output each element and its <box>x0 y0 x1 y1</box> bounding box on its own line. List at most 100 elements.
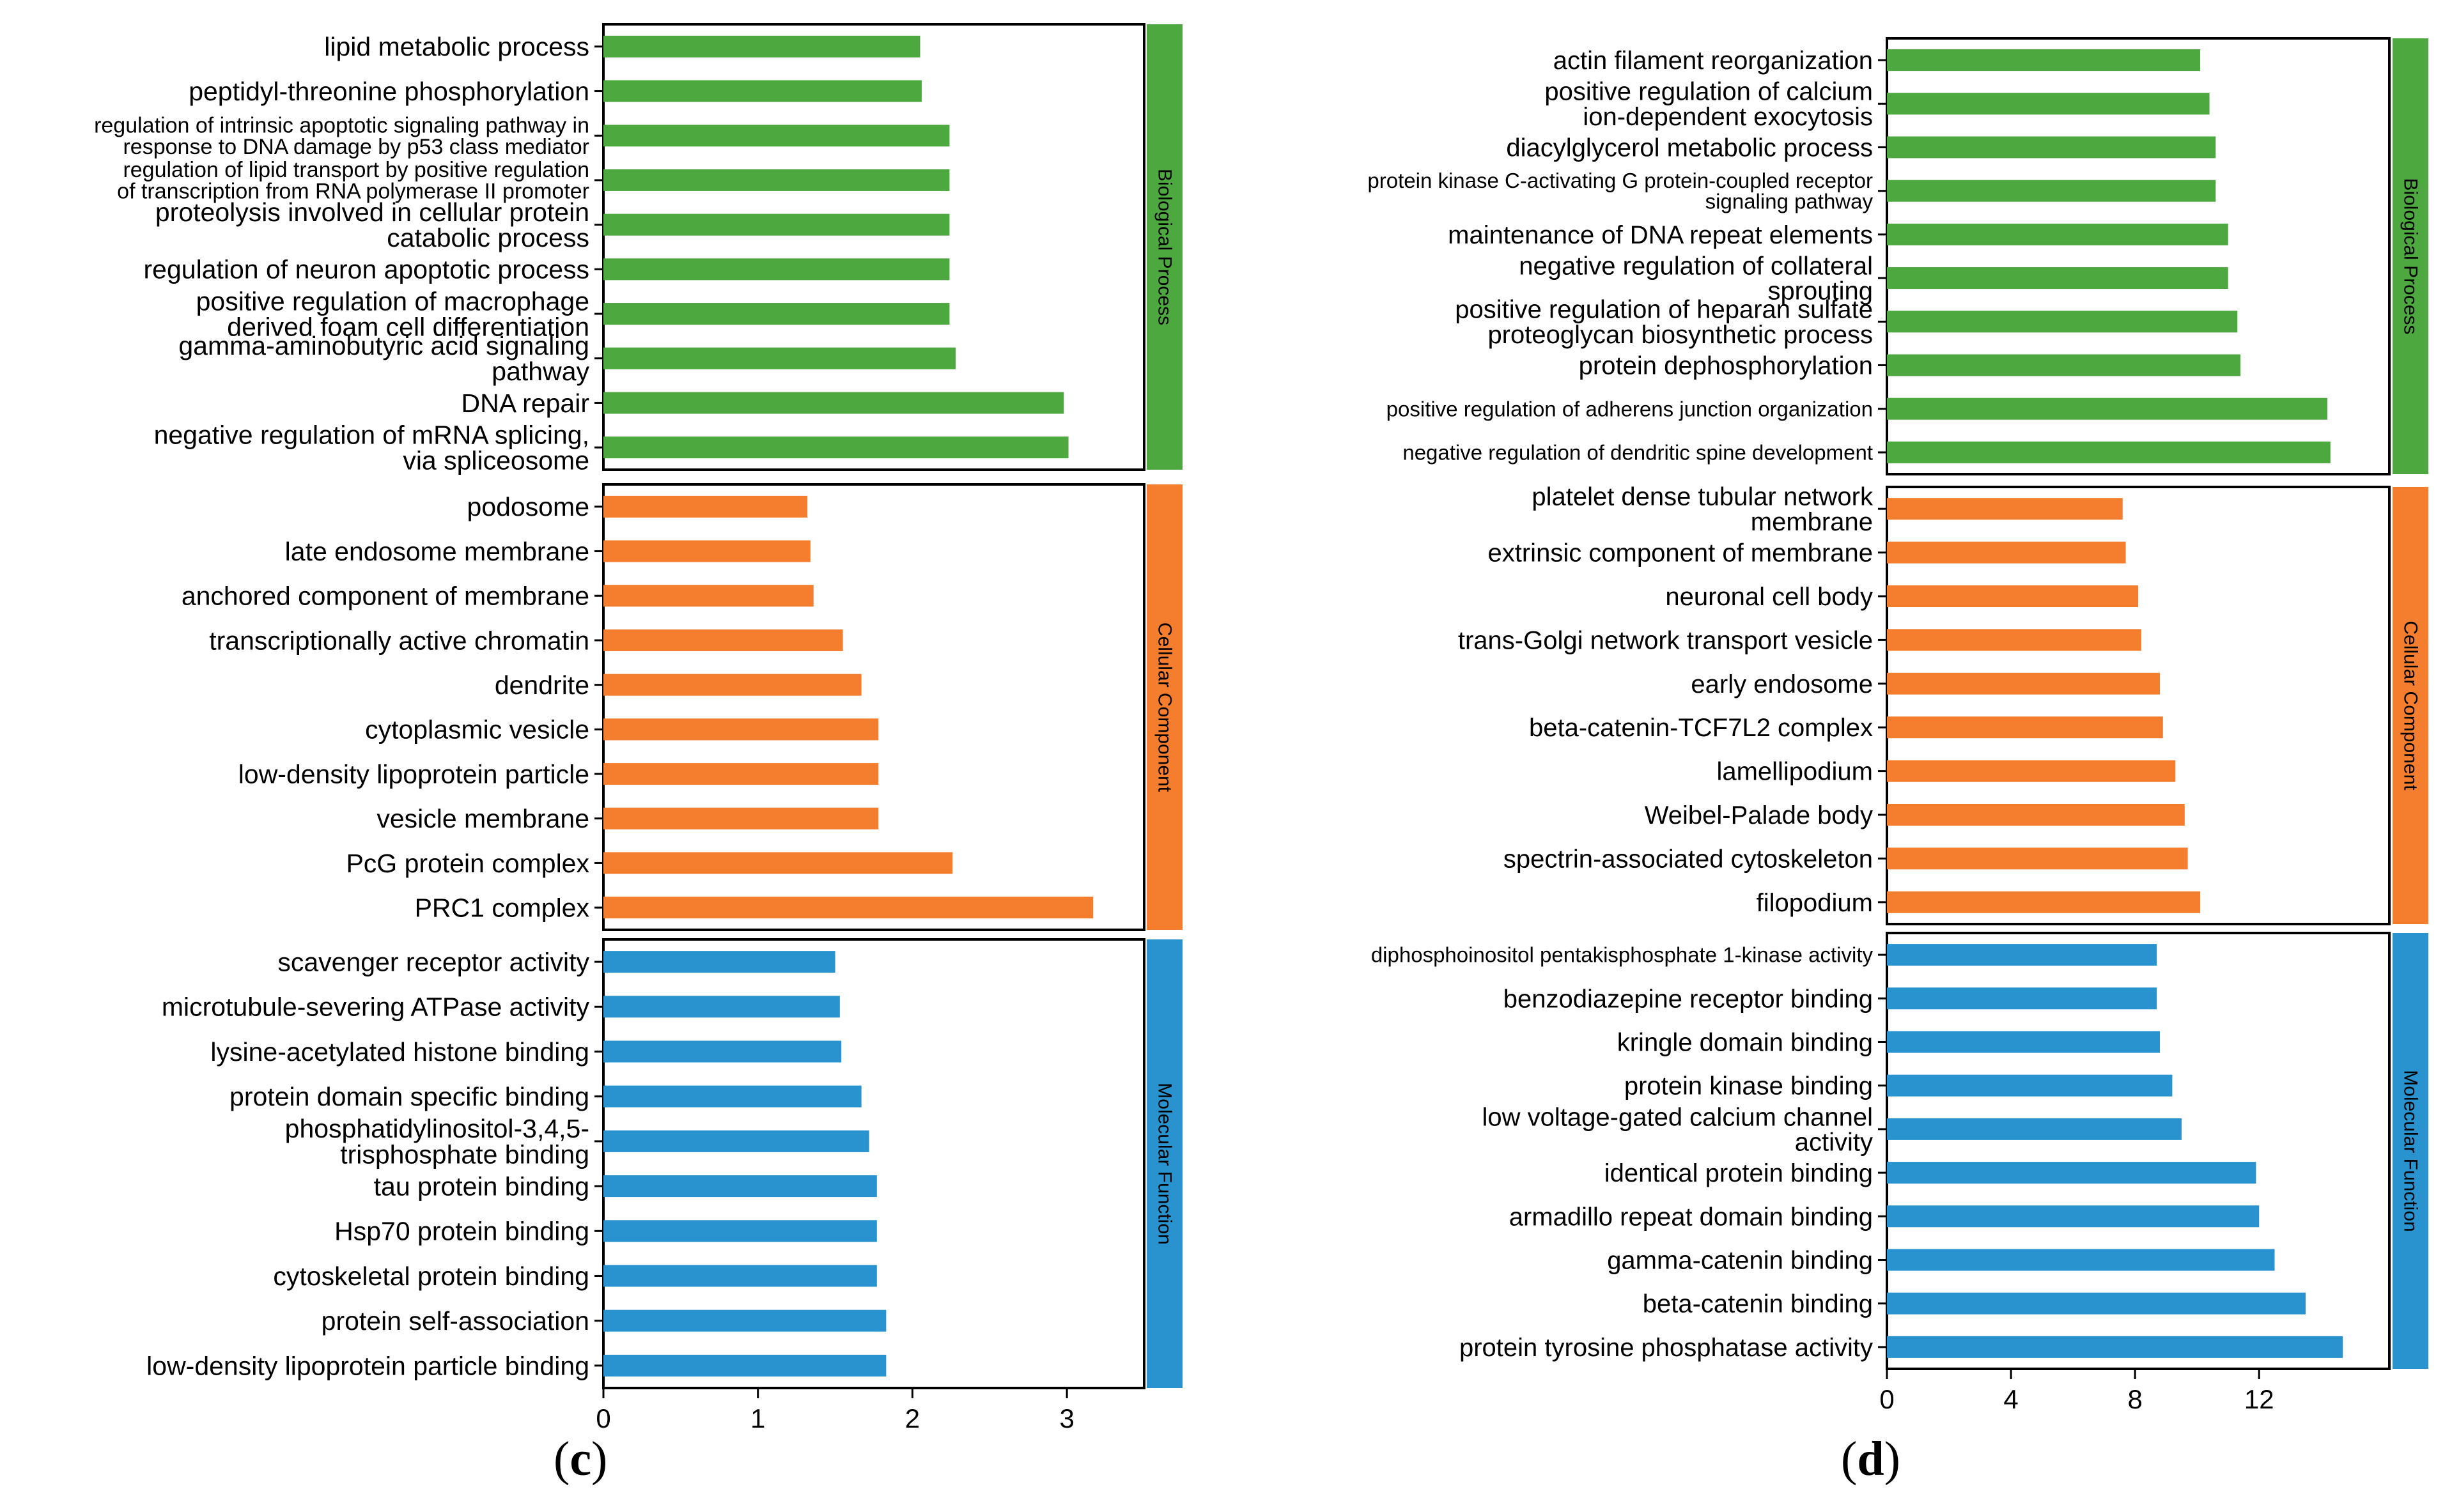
y-tick-label: platelet dense tubular network membrane <box>1532 483 1874 536</box>
y-tick-label: lamellipodium <box>1716 758 1873 786</box>
y-tick-label-line: Hsp70 protein binding <box>334 1217 589 1246</box>
y-tick-label: positive regulation of heparan sulfate pr… <box>1455 296 1873 349</box>
bar <box>1887 891 2201 913</box>
y-tick-label: vesicle membrane <box>376 804 589 833</box>
bar <box>1887 1118 2182 1140</box>
y-tick-label-line: via spliceosome <box>403 446 589 475</box>
facet-strip-label: Biological Process <box>2400 178 2421 334</box>
y-tick-label-line: of transcription from RNA polymerase II … <box>117 180 589 204</box>
y-tick-label-line: PcG protein complex <box>346 849 589 878</box>
y-tick-label: benzodiazepine receptor binding <box>1503 985 1873 1013</box>
y-tick-label-line: pathway <box>492 357 589 386</box>
bar <box>603 35 920 58</box>
bar <box>1887 760 2176 782</box>
y-tick-label: cytoplasmic vesicle <box>365 715 589 744</box>
bar <box>603 1175 877 1198</box>
y-tick-label: armadillo repeat domain binding <box>1509 1203 1873 1231</box>
y-tick-label-line: protein domain specific binding <box>229 1082 589 1111</box>
y-tick-label-line: signaling pathway <box>1705 189 1874 213</box>
y-tick-label-line: response to DNA damage by p53 class medi… <box>123 135 589 159</box>
y-tick-label-line: lipid metabolic process <box>324 32 589 61</box>
y-tick-label: actin filament reorganization <box>1553 47 1873 75</box>
x-tick-label: 8 <box>2127 1384 2142 1414</box>
y-tick-label: microtubule-severing ATPase activity <box>162 992 590 1022</box>
facet-biological-process: lipid metabolic process peptidyl-threonin… <box>94 23 1183 475</box>
facet-panel-border <box>1886 37 2391 475</box>
bar <box>603 897 1094 919</box>
facet-strip <box>2393 933 2428 1369</box>
y-tick-label: identical protein binding <box>1604 1159 1873 1187</box>
y-tick-label-line: PRC1 complex <box>415 893 590 923</box>
bar <box>603 1220 877 1242</box>
facet-strip <box>1147 24 1183 470</box>
bar <box>1887 541 2126 564</box>
bar <box>603 585 814 607</box>
y-tick-label-line: dendrite <box>495 670 589 700</box>
y-tick-label-line: late endosome membrane <box>285 537 589 566</box>
x-tick-label: 2 <box>905 1403 920 1433</box>
bar <box>1887 180 2216 202</box>
x-tick-label: 12 <box>2244 1384 2274 1414</box>
y-tick-label: gamma-aminobutyric acid signaling pathway <box>178 331 589 386</box>
y-tick-label-line: lysine-acetylated histone binding <box>210 1037 589 1067</box>
x-axis: 0 4 8 12 <box>1879 1368 2389 1414</box>
bar <box>1887 498 2123 520</box>
y-tick-label-line: regulation of neuron apoptotic process <box>144 255 589 284</box>
bar <box>1887 1205 2260 1228</box>
y-tick-label-line: lamellipodium <box>1716 758 1873 786</box>
y-tick-label: diacylglycerol metabolic process <box>1506 134 1873 162</box>
bar <box>1887 136 2216 158</box>
y-tick-label-line: low voltage-gated calcium channel <box>1482 1103 1873 1131</box>
bar <box>603 436 1069 459</box>
bar <box>603 852 953 874</box>
bar <box>603 674 862 696</box>
y-tick-label: DNA repair <box>461 389 589 418</box>
y-tick-label: proteolysis involved in cellular protein… <box>155 197 589 252</box>
y-tick-label: late endosome membrane <box>285 537 589 566</box>
bar <box>1887 441 2331 463</box>
y-tick-label-line: Weibel-Palade body <box>1645 801 1873 829</box>
y-tick-label-line: beta-catenin binding <box>1643 1290 1873 1318</box>
facet-strip-label: Molecular Function <box>1154 1083 1176 1244</box>
y-tick-label: spectrin-associated cytoskeleton <box>1503 845 1873 873</box>
y-tick-label: trans-Golgi network transport vesicle <box>1458 626 1873 654</box>
y-tick-label-line: beta-catenin-TCF7L2 complex <box>1529 714 1873 742</box>
x-tick-label: 0 <box>1879 1384 1894 1414</box>
panel-c-caption: (c) <box>554 1432 608 1486</box>
y-tick-label: lipid metabolic process <box>324 32 589 61</box>
y-tick-label: tau protein binding <box>374 1171 589 1201</box>
bar <box>603 951 835 973</box>
y-tick-label-line: regulation of intrinsic apoptotic signal… <box>94 113 589 137</box>
bar <box>603 718 879 741</box>
y-tick-label: podosome <box>467 492 589 521</box>
y-tick-label-line: anchored component of membrane <box>182 582 589 611</box>
facet-biological-process: actin filament reorganization positive re… <box>1367 37 2428 475</box>
y-tick-label: positive regulation of macrophage derived… <box>196 286 589 341</box>
bar <box>1887 1074 2173 1097</box>
y-tick-label-line: proteolysis involved in cellular protein <box>155 197 589 227</box>
y-tick-label-line: neuronal cell body <box>1665 583 1873 611</box>
y-tick-label: scavenger receptor activity <box>277 947 589 976</box>
y-tick-label-line: positive regulation of heparan sulfate <box>1455 296 1873 324</box>
bar <box>603 495 808 518</box>
y-tick-label: protein domain specific binding <box>229 1082 589 1111</box>
bar <box>1887 1292 2306 1315</box>
y-tick-label: low-density lipoprotein particle <box>238 759 589 789</box>
y-tick-label: protein self-association <box>322 1306 589 1336</box>
bar <box>603 1354 887 1377</box>
facet-strip <box>1147 484 1183 930</box>
x-tick-label: 0 <box>596 1403 610 1433</box>
bar <box>1887 1162 2256 1184</box>
bar <box>603 807 879 829</box>
y-tick-label: diphosphoinositol pentakisphosphate 1-ki… <box>1371 943 1874 967</box>
y-tick-label-line: catabolic process <box>387 223 589 252</box>
bar <box>1887 585 2138 607</box>
y-tick-label-line: diphosphoinositol pentakisphosphate 1-ki… <box>1371 943 1874 967</box>
y-tick-label: early endosome <box>1691 670 1873 698</box>
facet-cellular-component: platelet dense tubular network membrane ex… <box>1458 483 2428 925</box>
y-tick-label-line: early endosome <box>1691 670 1873 698</box>
facet-strip <box>2393 38 2428 474</box>
bar <box>603 1309 887 1332</box>
y-tick-label-line: maintenance of DNA repeat elements <box>1448 221 1873 249</box>
